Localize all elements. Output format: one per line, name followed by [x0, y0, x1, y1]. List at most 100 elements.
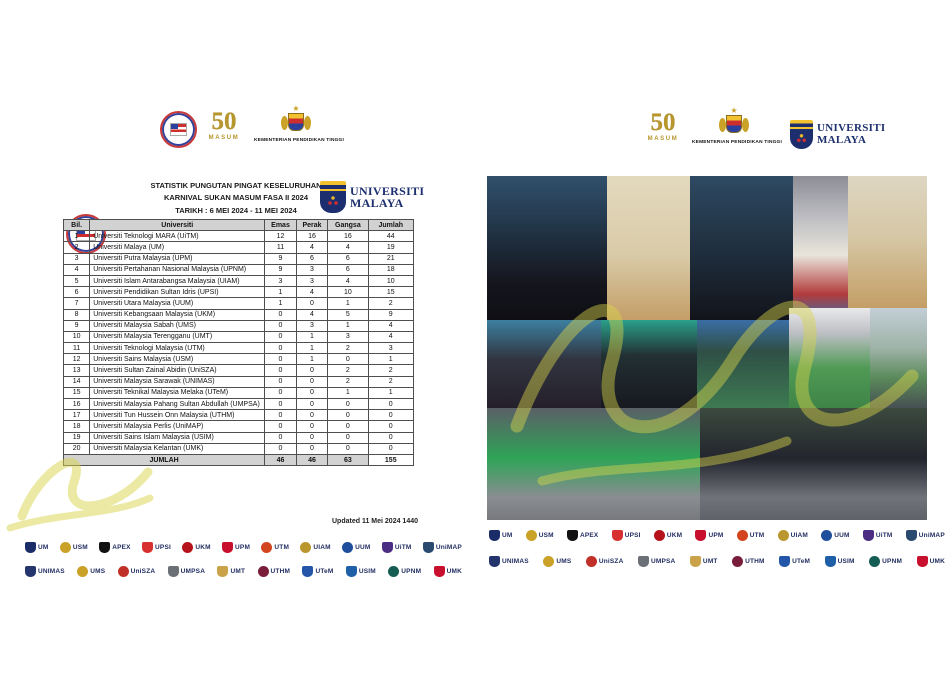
- cell-perak: 0: [295, 386, 329, 400]
- cell-perak: 0: [295, 297, 329, 310]
- cell-jumlah: 1: [367, 353, 414, 366]
- university-logo-chip: UKM: [653, 529, 682, 541]
- cell-perak: 0: [295, 375, 329, 388]
- cell-gangsa: 3: [327, 330, 369, 344]
- poster-title: STATISTIK PUNGUTAN PINGAT KESELURUHAN KA…: [134, 180, 338, 217]
- cell-perak: 16: [295, 230, 329, 243]
- university-logo-icon: [222, 541, 234, 553]
- university-logo-icon: [167, 565, 179, 577]
- university-logo-abbr: USM: [538, 531, 554, 539]
- table-row: 5 Universiti Islam Antarabangsa Malaysia…: [62, 274, 414, 288]
- cell-universiti: Universiti Putra Malaysia (UPM): [89, 252, 266, 265]
- cell-gangsa: 0: [327, 397, 369, 411]
- cell-gangsa: 0: [327, 353, 369, 366]
- university-logo-icon: [433, 565, 445, 577]
- title-line2: KARNIVAL SUKAN MASUM FASA II 2024: [163, 193, 309, 203]
- university-logo-icon: [25, 565, 36, 577]
- header-perak: Perak: [295, 218, 329, 232]
- cell-universiti: Universiti Malaysia Terengganu (UMT): [89, 330, 266, 344]
- university-logo-chip: USM: [525, 529, 554, 541]
- universiti-malaya-logo: UNIVERSITI MALAYA: [790, 120, 885, 149]
- cell-jumlah: 19: [367, 241, 414, 254]
- university-logo-icon: [217, 565, 229, 577]
- table-row: 15 Universiti Teknikal Malaysia Melaka (…: [62, 386, 414, 400]
- table-row: 8 Universiti Kebangsaan Malaysia (UKM) 0…: [62, 308, 414, 321]
- cell-jumlah: 4: [367, 319, 414, 332]
- table-row: 3 Universiti Putra Malaysia (UPM) 9 6 6 …: [62, 252, 414, 265]
- university-logo-abbr: UIAM: [790, 531, 809, 539]
- university-logo-icon: [381, 541, 393, 553]
- university-logo-abbr: UPSI: [624, 531, 641, 539]
- medal-table-body: 1 Universiti Teknologi MARA (UiTM) 12 16…: [62, 230, 414, 455]
- kpt-logo: ★ KEMENTERIAN PENDIDIKAN TINGGI: [254, 105, 344, 144]
- university-logo-icon: [59, 541, 71, 553]
- university-logo-chip: USIM: [345, 565, 376, 577]
- total-perak: 46: [295, 453, 329, 467]
- university-logo-icon: [302, 565, 314, 577]
- cell-gangsa: 6: [327, 263, 369, 276]
- masum-logo-icon: [160, 111, 197, 148]
- cell-gangsa: 0: [327, 420, 369, 433]
- cell-universiti: Universiti Pertahanan Nasional Malaysia …: [89, 263, 266, 276]
- cell-gangsa: 2: [327, 375, 369, 388]
- masum-50th-logo: 50 MASUM: [639, 109, 687, 142]
- university-logo-abbr: APEX: [579, 531, 599, 539]
- university-logo-chip: UMK: [433, 565, 462, 577]
- cell-universiti: Universiti Tun Hussein Onn Malaysia (UTH…: [89, 409, 266, 422]
- university-logo-abbr: UniMAP: [435, 543, 462, 551]
- masum-50-label: MASUM: [647, 135, 679, 142]
- masum-50-number: 50: [650, 109, 676, 136]
- university-logo-abbr: UIAM: [313, 543, 331, 551]
- cell-emas: 0: [264, 442, 297, 455]
- table-row: 7 Universiti Utara Malaysia (UUM) 1 0 1 …: [62, 297, 414, 310]
- photo-women-team-medals: [487, 320, 601, 409]
- cell-perak: 0: [295, 397, 329, 411]
- cell-universiti: Universiti Malaya (UM): [89, 241, 266, 254]
- sponsor-logos-row2: UNIMAS UMS UniSZA UMPSA UMT UTHM UTeM: [489, 550, 945, 572]
- university-logo-abbr: UMPSA: [650, 557, 676, 565]
- university-logo-chip: UIAM: [300, 541, 331, 553]
- star-icon: ★: [730, 106, 738, 115]
- cell-gangsa: 6: [327, 252, 369, 265]
- university-logo-icon: [261, 541, 273, 553]
- cell-jumlah: 2: [367, 375, 414, 388]
- cell-gangsa: 10: [327, 286, 369, 299]
- cell-bil: 20: [62, 442, 91, 455]
- um-text-line2: MALAYA: [817, 133, 867, 146]
- masum-50-number: 50: [211, 108, 237, 135]
- cell-universiti: Universiti Malaysia Kelantan (UMK): [89, 442, 266, 455]
- cell-universiti: Universiti Teknikal Malaysia Melaka (UTe…: [89, 386, 266, 400]
- university-logo-chip: UKM: [182, 541, 211, 553]
- cell-jumlah: 0: [367, 431, 414, 444]
- cell-perak: 1: [295, 330, 329, 344]
- masum-50th-logo: 50 MASUM: [199, 108, 249, 141]
- cell-emas: 0: [264, 319, 297, 332]
- university-logo-icon: [489, 529, 500, 541]
- university-logo-icon: [916, 555, 928, 567]
- university-logo-icon: [117, 565, 129, 577]
- cell-gangsa: 1: [327, 386, 369, 400]
- university-logo-abbr: UniSZA: [598, 557, 624, 565]
- university-logo-abbr: UMT: [702, 557, 718, 565]
- cell-universiti: Universiti Malaysia Sabah (UMS): [89, 319, 266, 332]
- university-logo-abbr: UTeM: [792, 557, 811, 565]
- photo-badminton-doubles: [487, 176, 608, 321]
- university-logo-chip: USM: [59, 541, 88, 553]
- university-logo-chip: UPM: [695, 529, 723, 541]
- cell-universiti: Universiti Sains Malaysia (USM): [89, 353, 266, 366]
- university-logo-chip: APEX: [99, 541, 131, 553]
- cell-jumlah: 10: [367, 274, 414, 288]
- universiti-malaya-logo: UNIVERSITI MALAYA: [320, 181, 424, 213]
- cell-perak: 0: [295, 431, 329, 444]
- university-logo-abbr: USM: [72, 543, 88, 551]
- cell-emas: 0: [264, 420, 297, 433]
- cell-bil: 11: [62, 342, 91, 355]
- university-logo-icon: [182, 541, 194, 553]
- university-logo-abbr: UPNM: [401, 567, 422, 575]
- cell-universiti: Universiti Teknologi MARA (UiTM): [89, 230, 266, 243]
- university-logo-chip: UTM: [261, 541, 289, 553]
- photo-tennis-player: [696, 320, 789, 409]
- university-logo-icon: [905, 529, 917, 541]
- university-logo-icon: [342, 541, 354, 553]
- university-logo-abbr: UniMAP: [918, 531, 945, 539]
